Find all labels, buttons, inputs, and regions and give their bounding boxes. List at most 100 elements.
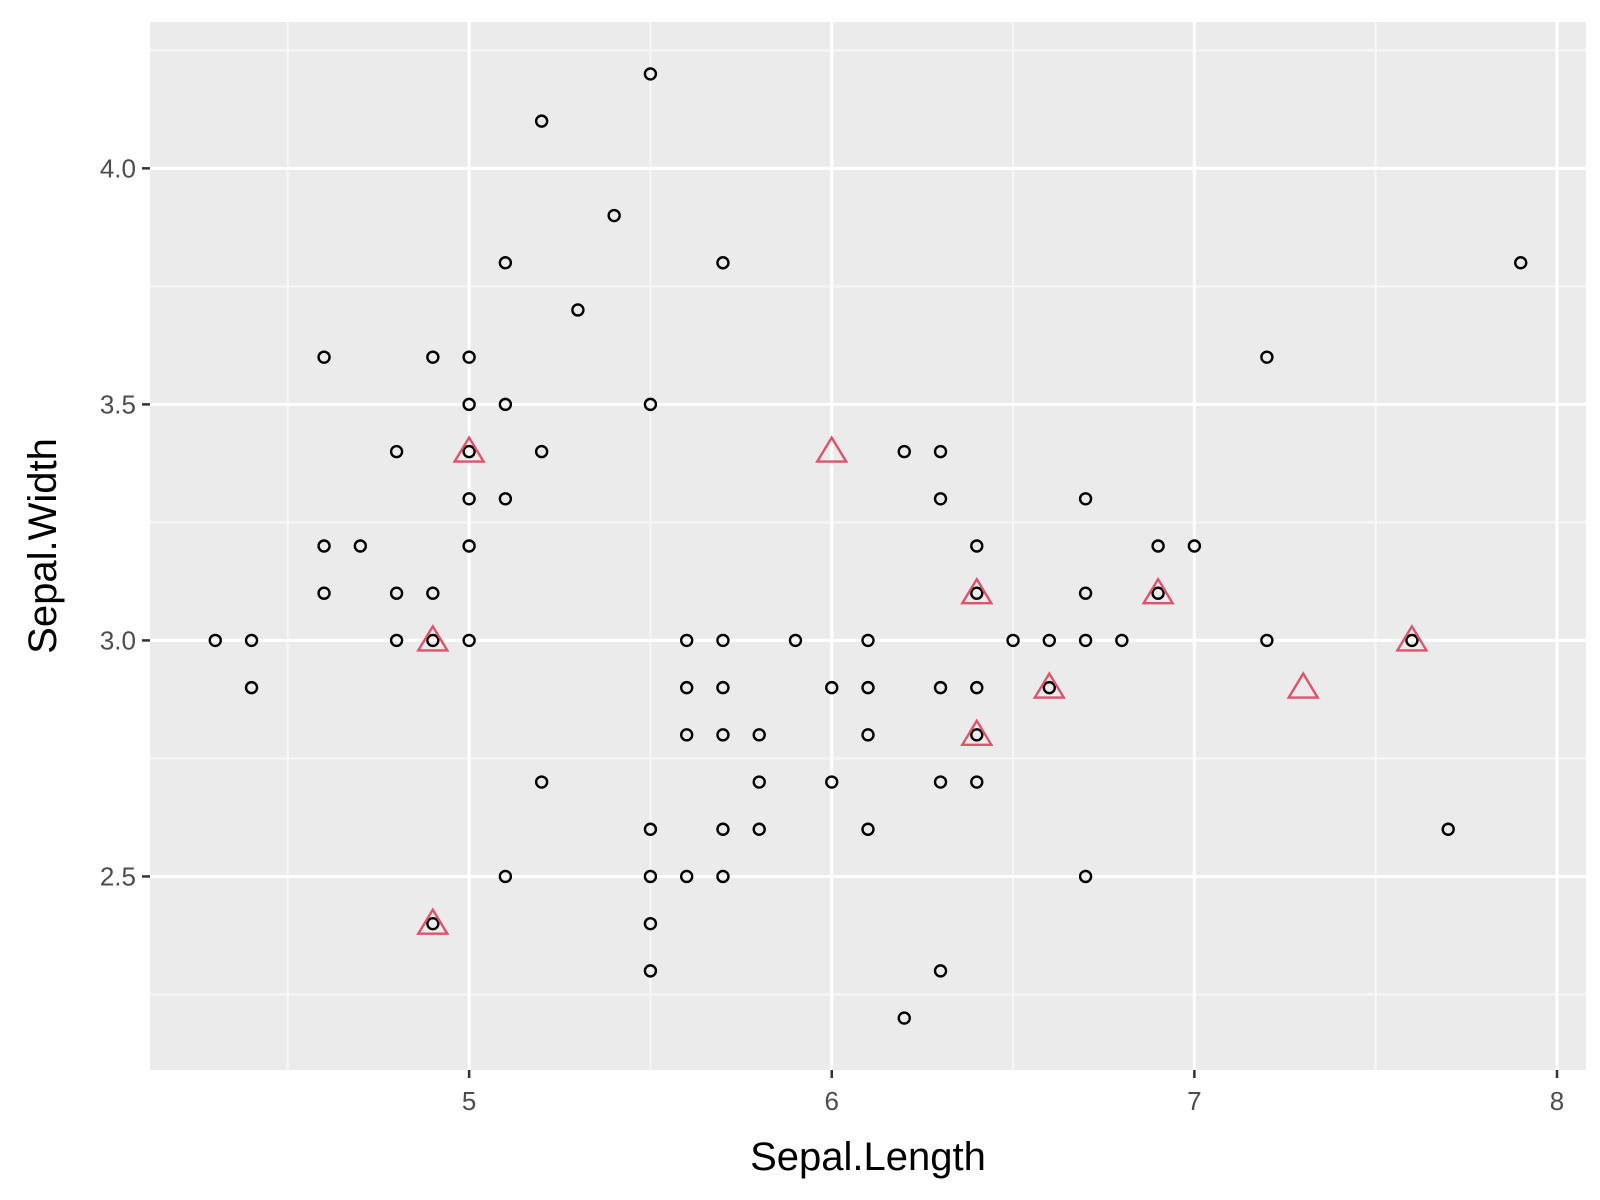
circle-point-28 bbox=[1187, 539, 1202, 553]
circle-point-11 bbox=[462, 397, 476, 412]
circle-point-25 bbox=[462, 539, 476, 553]
circle-point-47 bbox=[1115, 633, 1129, 648]
circle-point-50 bbox=[244, 680, 259, 695]
circle-point-44 bbox=[1006, 633, 1020, 648]
circle-point-10 bbox=[1260, 350, 1274, 364]
major-gridlines bbox=[150, 22, 1586, 1070]
x-axis-title: Sepal.Length bbox=[750, 1135, 986, 1179]
circle-point-66 bbox=[933, 775, 948, 789]
circle-point-74 bbox=[643, 869, 658, 884]
y-tick-label-3: 4.0 bbox=[100, 153, 136, 183]
x-tick-label-0: 5 bbox=[462, 1086, 476, 1116]
circle-point-51 bbox=[679, 680, 694, 695]
y-tick-label-1: 3.0 bbox=[100, 625, 136, 655]
circle-point-71 bbox=[861, 822, 875, 836]
y-tick-label-2: 3.5 bbox=[100, 389, 136, 419]
y-axis: 2.5 3.0 3.5 4.0 bbox=[100, 153, 150, 891]
circle-point-40 bbox=[679, 633, 694, 648]
circle-point-59 bbox=[716, 728, 730, 742]
circle-point-34 bbox=[1151, 586, 1165, 600]
circle-point-2 bbox=[607, 208, 621, 223]
circle-point-46 bbox=[1078, 633, 1093, 648]
triangle-point-6 bbox=[1032, 671, 1066, 699]
circle-point-81 bbox=[933, 964, 948, 978]
circle-point-13 bbox=[643, 397, 658, 412]
circle-point-18 bbox=[933, 444, 948, 459]
circle-point-36 bbox=[244, 633, 259, 648]
circle-point-61 bbox=[861, 728, 875, 742]
circle-point-41 bbox=[716, 633, 730, 648]
circle-point-30 bbox=[389, 586, 404, 600]
circle-point-76 bbox=[716, 869, 730, 884]
x-tick-label-3: 8 bbox=[1550, 1086, 1564, 1116]
circle-point-39 bbox=[462, 633, 476, 648]
triangle-point-8 bbox=[960, 718, 994, 746]
circle-point-75 bbox=[679, 869, 694, 884]
triangle-point-2 bbox=[960, 576, 994, 605]
circle-point-43 bbox=[861, 633, 875, 648]
circle-point-16 bbox=[534, 444, 549, 459]
circle-point-15 bbox=[462, 444, 476, 459]
y-axis-title: Sepal.Width bbox=[21, 438, 65, 654]
circle-point-22 bbox=[1078, 492, 1093, 506]
circle-point-26 bbox=[970, 539, 984, 553]
circle-point-64 bbox=[752, 775, 766, 789]
circle-point-3 bbox=[498, 256, 513, 270]
triangle-point-4 bbox=[416, 624, 450, 652]
circle-point-77 bbox=[1078, 869, 1093, 884]
circle-point-78 bbox=[426, 916, 440, 931]
circle-point-12 bbox=[498, 397, 513, 412]
triangle-markers bbox=[416, 435, 1429, 935]
circle-point-9 bbox=[462, 350, 476, 364]
triangle-point-5 bbox=[1395, 624, 1429, 652]
circle-point-20 bbox=[498, 492, 513, 506]
circle-point-82 bbox=[897, 1011, 911, 1025]
circle-point-4 bbox=[716, 256, 730, 270]
circle-point-80 bbox=[643, 964, 658, 978]
circle-point-65 bbox=[825, 775, 839, 789]
plot-panel bbox=[150, 22, 1586, 1070]
circle-point-5 bbox=[1514, 256, 1528, 270]
triangle-point-7 bbox=[1286, 671, 1320, 699]
circle-point-58 bbox=[679, 728, 694, 742]
circle-point-32 bbox=[970, 586, 984, 600]
circle-point-42 bbox=[788, 633, 803, 648]
circle-point-0 bbox=[643, 67, 658, 81]
circle-point-54 bbox=[861, 680, 875, 695]
circle-point-53 bbox=[825, 680, 839, 695]
circle-point-23 bbox=[317, 539, 331, 553]
circle-point-21 bbox=[933, 492, 948, 506]
circle-point-79 bbox=[643, 916, 658, 931]
minor-gridlines bbox=[150, 22, 1586, 1070]
circle-point-37 bbox=[389, 633, 404, 648]
circle-point-31 bbox=[426, 586, 440, 600]
circle-point-1 bbox=[534, 114, 549, 128]
circle-point-56 bbox=[970, 680, 984, 695]
circle-point-48 bbox=[1260, 633, 1274, 648]
circle-point-57 bbox=[1042, 680, 1057, 695]
circle-point-70 bbox=[752, 822, 766, 836]
circle-point-14 bbox=[389, 444, 404, 459]
triangle-point-1 bbox=[815, 435, 849, 463]
x-axis: 5 6 7 8 bbox=[462, 1070, 1564, 1116]
circle-markers bbox=[208, 67, 1528, 1025]
circle-point-67 bbox=[970, 775, 984, 789]
circle-point-52 bbox=[716, 680, 730, 695]
x-tick-label-2: 7 bbox=[1187, 1086, 1201, 1116]
circle-point-49 bbox=[1405, 633, 1419, 648]
circle-point-27 bbox=[1151, 539, 1165, 553]
circle-point-72 bbox=[1441, 822, 1455, 836]
circle-point-7 bbox=[317, 350, 331, 364]
triangle-point-3 bbox=[1141, 576, 1175, 605]
circle-point-55 bbox=[933, 680, 948, 695]
y-tick-label-0: 2.5 bbox=[100, 861, 136, 891]
triangle-point-9 bbox=[416, 907, 450, 935]
x-tick-label-1: 6 bbox=[825, 1086, 839, 1116]
circle-point-17 bbox=[897, 444, 911, 459]
circle-point-35 bbox=[208, 633, 222, 648]
circle-point-62 bbox=[970, 728, 984, 742]
circle-point-24 bbox=[353, 539, 368, 553]
circle-point-6 bbox=[571, 303, 585, 317]
circle-point-38 bbox=[426, 633, 440, 648]
